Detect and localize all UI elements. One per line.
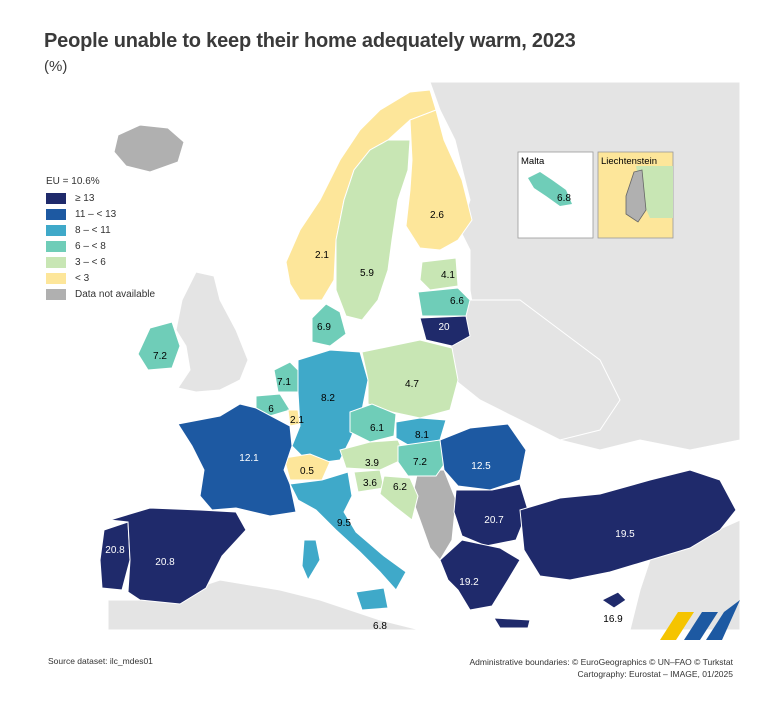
region-uk bbox=[175, 271, 249, 393]
cartography-credit: Cartography: Eurostat – IMAGE, 01/2025 bbox=[577, 669, 733, 679]
eurostat-logo bbox=[660, 600, 740, 640]
label-germany: 8.2 bbox=[321, 393, 335, 404]
legend-swatch bbox=[46, 289, 66, 300]
label-austria: 3.9 bbox=[365, 458, 379, 469]
country-bulgaria bbox=[453, 483, 529, 547]
label-estonia: 4.1 bbox=[441, 270, 455, 281]
country-romania bbox=[439, 423, 527, 491]
legend-swatch bbox=[46, 273, 66, 284]
legend-label: ≥ 13 bbox=[75, 193, 95, 204]
label-lithuania: 20 bbox=[438, 322, 450, 333]
label-romania: 12.5 bbox=[471, 461, 491, 472]
country-lithuania bbox=[419, 315, 471, 347]
liechtenstein-inset-shape bbox=[625, 169, 647, 223]
legend-item: 11 – < 13 bbox=[46, 207, 155, 222]
label-norway: 2.1 bbox=[315, 250, 329, 261]
source-note: Source dataset: ilc_mdes01 bbox=[48, 656, 153, 666]
label-switzerland: 0.5 bbox=[300, 466, 314, 477]
legend-item: 6 – < 8 bbox=[46, 239, 155, 254]
legend-swatch bbox=[46, 241, 66, 252]
legend-label: Data not available bbox=[75, 289, 156, 300]
label-slovenia: 3.6 bbox=[363, 478, 377, 489]
label-hungary: 7.2 bbox=[413, 457, 427, 468]
label-croatia: 6.2 bbox=[393, 482, 407, 493]
label-spain: 20.8 bbox=[155, 557, 175, 568]
malta-inset bbox=[517, 151, 594, 239]
label-sweden: 5.9 bbox=[360, 268, 374, 279]
label-cyprus: 16.9 bbox=[603, 614, 623, 625]
country-belgium bbox=[255, 393, 291, 417]
malta-inset-island bbox=[528, 172, 572, 206]
country-norway bbox=[285, 89, 437, 301]
country-czechia bbox=[349, 403, 397, 443]
country-finland bbox=[405, 109, 473, 251]
country-latvia bbox=[417, 287, 471, 317]
country-italy bbox=[289, 471, 407, 611]
country-ireland bbox=[137, 321, 181, 371]
map-subtitle: (%) bbox=[44, 58, 68, 75]
legend-swatch bbox=[46, 193, 66, 204]
label-turkey: 19.5 bbox=[615, 529, 635, 540]
legend-heading: EU = 10.6% bbox=[46, 176, 100, 187]
label-netherlands: 7.1 bbox=[277, 377, 291, 388]
label-malta-island: 6.8 bbox=[373, 621, 387, 632]
legend-swatch bbox=[46, 225, 66, 236]
legend-label: 6 – < 8 bbox=[75, 241, 106, 252]
label-malta-inset: 6.8 bbox=[557, 193, 571, 204]
label-czechia: 6.1 bbox=[370, 423, 384, 434]
legend-item: 3 – < 6 bbox=[46, 255, 155, 270]
label-france: 12.1 bbox=[239, 453, 259, 464]
country-cyprus bbox=[601, 591, 627, 609]
label-greece: 19.2 bbox=[459, 577, 479, 588]
legend-swatch bbox=[46, 257, 66, 268]
label-bulgaria: 20.7 bbox=[484, 515, 504, 526]
label-portugal: 20.8 bbox=[105, 545, 125, 556]
legend-swatch bbox=[46, 209, 66, 220]
label-belgium: 6 bbox=[268, 404, 274, 415]
legend-label: 11 – < 13 bbox=[75, 209, 117, 220]
legend-item: Data not available bbox=[46, 287, 155, 302]
boundaries-credit: Administrative boundaries: © EuroGeograp… bbox=[469, 657, 733, 667]
label-latvia: 6.6 bbox=[450, 296, 464, 307]
legend-label: 8 – < 11 bbox=[75, 225, 111, 236]
country-greece bbox=[439, 539, 531, 629]
country-france bbox=[177, 403, 297, 517]
label-luxembourg: 2.1 bbox=[290, 415, 304, 426]
country-sweden bbox=[335, 139, 411, 321]
malta-inset-title: Malta bbox=[521, 156, 545, 167]
legend-label: < 3 bbox=[75, 273, 90, 284]
country-poland bbox=[361, 339, 459, 419]
country-switzerland bbox=[283, 453, 331, 481]
legend-item: 8 – < 11 bbox=[46, 223, 155, 238]
country-spain bbox=[109, 507, 247, 605]
map-legend: EU = 10.6% ≥ 13 11 – < 13 8 – < 11 6 – <… bbox=[46, 176, 155, 302]
country-croatia bbox=[379, 475, 419, 521]
liechtenstein-inset-title: Liechtenstein bbox=[601, 156, 657, 167]
region-iceland bbox=[113, 124, 185, 173]
region-middle-east bbox=[629, 519, 741, 631]
liechtenstein-inset bbox=[597, 151, 674, 239]
map-title: People unable to keep their home adequat… bbox=[44, 30, 576, 52]
legend-label: 3 – < 6 bbox=[75, 257, 106, 268]
label-poland: 4.7 bbox=[405, 379, 419, 390]
country-estonia bbox=[419, 257, 459, 291]
legend-item: ≥ 13 bbox=[46, 191, 155, 206]
label-denmark: 6.9 bbox=[317, 322, 331, 333]
credits: Administrative boundaries: © EuroGeograp… bbox=[469, 656, 733, 680]
legend-item: < 3 bbox=[46, 271, 155, 286]
label-ireland: 7.2 bbox=[153, 351, 167, 362]
label-finland: 2.6 bbox=[430, 210, 444, 221]
label-slovakia: 8.1 bbox=[415, 430, 429, 441]
country-denmark bbox=[311, 303, 347, 347]
label-italy: 9.5 bbox=[337, 518, 351, 529]
country-turkey bbox=[519, 469, 737, 581]
